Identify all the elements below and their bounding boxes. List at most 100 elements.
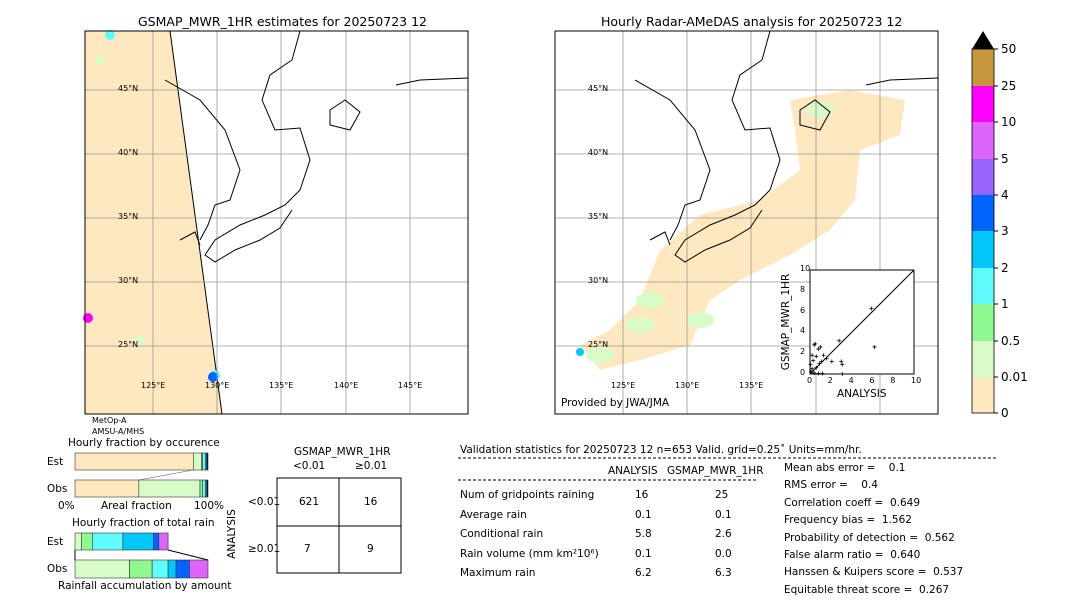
stats-label: Average rain [460, 508, 527, 521]
right-map-title: Hourly Radar-AMeDAS analysis for 2025072… [601, 14, 903, 29]
coastline [634, 30, 939, 263]
stats-a: 16 [635, 489, 649, 501]
light-rain-area [686, 312, 714, 328]
scatter-point [810, 366, 815, 371]
scatter-point [816, 347, 821, 352]
rain-fraction-title: Hourly fraction of total rain [72, 517, 215, 529]
scatter-point [809, 369, 814, 374]
lat-label: 40°N [588, 148, 609, 157]
rain-est-segment [153, 532, 160, 551]
x-tick-100: 100% [194, 500, 225, 512]
scatter-point [869, 306, 874, 311]
scatter-y-tick: 0 [800, 368, 806, 377]
colorbar-label: 0.5 [1001, 334, 1021, 348]
rain-obs-segment [74, 559, 130, 579]
scatter-y-tick: 10 [800, 264, 811, 273]
colorbar-segment [972, 304, 994, 341]
score-line: Hanssen & Kuipers score = 0.537 [784, 566, 964, 579]
scatter-point [829, 359, 834, 364]
row-axis-label: ANALYSIS [225, 509, 238, 559]
occurrence-obs-segment [74, 479, 140, 498]
left-map-title: GSMAP_MWR_1HR estimates for 20250723 12 [138, 14, 427, 29]
occurrence-est-segment [74, 452, 194, 471]
lon-label: 135°E [739, 381, 764, 390]
colorbar-extend-arrow [972, 31, 994, 49]
rain-cell [105, 30, 115, 40]
scatter-point [839, 359, 844, 364]
scatter-point [811, 358, 816, 363]
rain-cell [208, 372, 218, 382]
score-line: Probability of detection = 0.562 [784, 531, 955, 544]
scatter-point [812, 370, 817, 375]
occurrence-est-segment [202, 452, 206, 471]
colorbar-segment [972, 49, 994, 86]
lat-label: 35°N [118, 212, 139, 221]
lat-label: 45°N [118, 84, 139, 93]
lat-label: 45°N [588, 84, 609, 93]
lon-label: 135°E [269, 381, 294, 390]
light-rain-area [806, 102, 834, 118]
scatter-point [808, 362, 813, 367]
rain-obs-segment [167, 559, 177, 579]
colorbar-segment [972, 122, 994, 159]
scatter-x-tick: 2 [827, 376, 833, 385]
row-label-ge: ≥0.01 [248, 543, 281, 555]
areal-fraction-label: Areal fraction [101, 500, 172, 512]
occurrence-obs-segment [202, 479, 206, 498]
light-rain-area [626, 317, 654, 333]
rain-cell [95, 55, 105, 65]
scatter-x-tick: 6 [869, 376, 875, 385]
scatter-y-label: GSMAP_MWR_1HR [780, 273, 793, 371]
occurrence-obs-segment [138, 479, 201, 498]
sensor-label-2: AMSU-A/MHS [92, 427, 145, 436]
lon-label: 130°E [675, 381, 700, 390]
swath-edge [169, 30, 223, 415]
scatter-point [810, 353, 815, 358]
obs-label-2: Obs [47, 563, 68, 575]
scatter-point [840, 362, 845, 367]
occurrence-est-segment [193, 452, 202, 471]
lat-label: 35°N [588, 212, 609, 221]
stats-a: 0.1 [635, 508, 652, 521]
colorbar-label: 5 [1001, 152, 1009, 166]
col-label-ge: ≥0.01 [355, 460, 388, 472]
colorbar-label: 4 [1001, 188, 1009, 202]
scatter-point [812, 342, 817, 347]
stats-g: 2.6 [715, 528, 732, 541]
scatter-y-tick: 8 [800, 284, 806, 294]
rain-obs-segment [129, 559, 153, 579]
stats-label: Rain volume (mm km²10⁶) [460, 547, 599, 560]
scatter-x-tick: 0 [807, 376, 813, 385]
rain-est-segment [158, 532, 169, 551]
scatter-x-label: ANALYSIS [837, 388, 887, 400]
scatter-point [819, 359, 824, 364]
colorbar-label: 25 [1001, 79, 1017, 93]
stats-a: 5.8 [635, 528, 652, 541]
scatter-point [837, 338, 842, 343]
lat-label: 30°N [588, 276, 609, 285]
lon-label: 125°E [141, 381, 166, 390]
left-map-rain-area [85, 31, 222, 414]
rain-est-segment [74, 532, 82, 551]
contingency-title: GSMAP_MWR_1HR [294, 446, 391, 458]
light-rain-area [586, 347, 614, 363]
occurrence-est-segment [206, 452, 209, 471]
map-left-frame [84, 30, 469, 415]
rain-cell [576, 348, 584, 356]
est-label: Est [47, 456, 64, 468]
connector-line [167, 549, 209, 561]
score-line: Equitable threat score = 0.267 [784, 583, 950, 596]
lon-label: 130°E [205, 381, 230, 390]
colorbar-segment [972, 159, 994, 195]
colorbar-segment [972, 86, 994, 122]
score-line: RMS error = 0.4 [784, 479, 878, 492]
occurrence-obs-segment [199, 479, 203, 498]
connector-line [138, 469, 194, 481]
score-line: Mean abs error = 0.1 [784, 462, 906, 474]
rain-est-segment [81, 532, 93, 551]
scatter-point [814, 354, 819, 359]
lat-label: 25°N [588, 340, 609, 349]
light-rain-area [636, 292, 664, 308]
